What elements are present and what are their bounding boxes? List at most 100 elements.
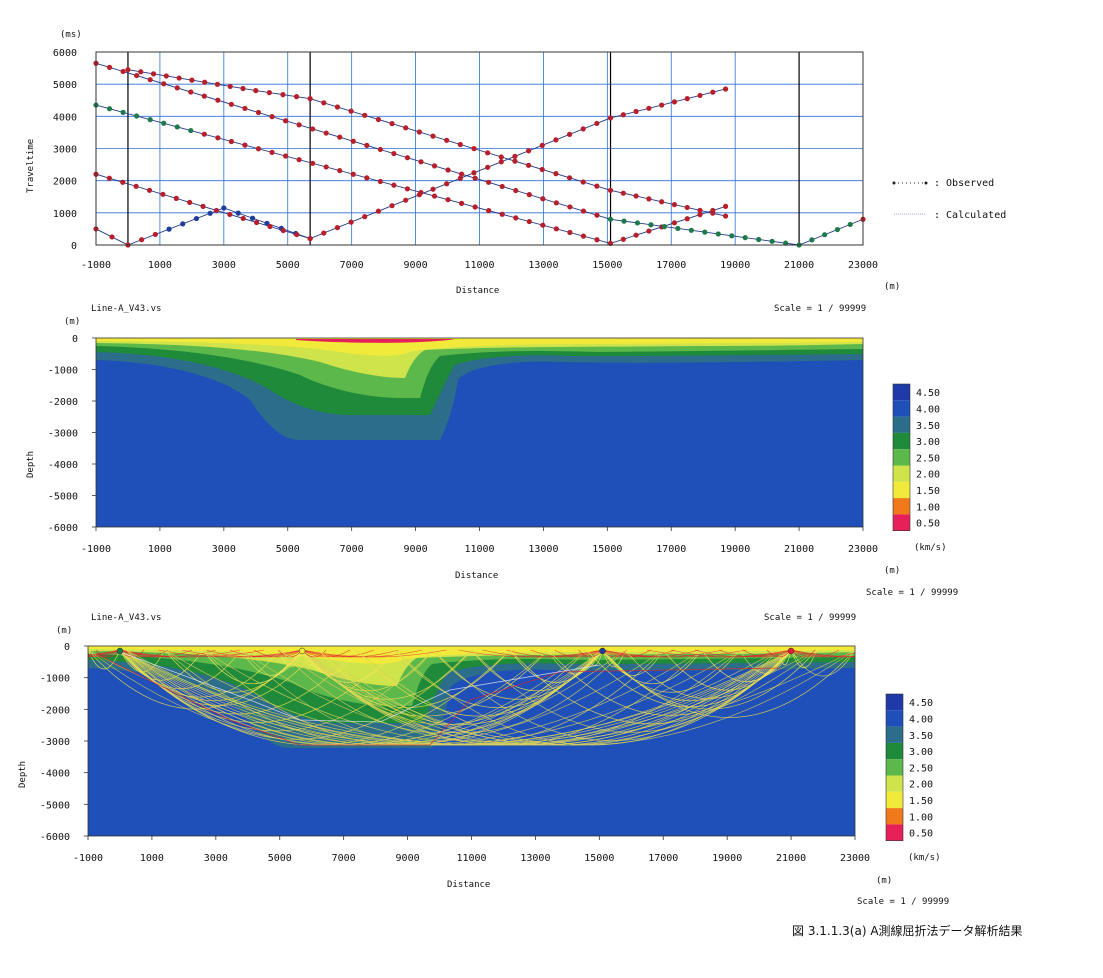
observed-point <box>458 171 465 177</box>
observed-point <box>697 207 703 213</box>
observed-point <box>834 226 841 233</box>
traveltime-shot-lines <box>127 52 800 245</box>
observed-point <box>269 149 275 155</box>
x-tick-label: 5000 <box>276 260 300 271</box>
observed-point <box>266 90 272 96</box>
observed-point <box>404 186 411 192</box>
observed-point <box>566 175 573 181</box>
observed-point <box>120 68 126 75</box>
observed-point <box>235 210 241 216</box>
colorbar-label: 1.50 <box>916 486 940 497</box>
y-tick-label: 5000 <box>53 80 77 91</box>
observed-point <box>109 234 115 240</box>
traveltime-series <box>93 60 866 248</box>
colorbar-swatch <box>893 432 910 450</box>
ray-path-shallow <box>88 649 121 656</box>
ray-trace-panel: Line-A_V43.vs Scale = 1 / 99999 (m) -100… <box>18 613 949 907</box>
observed-point <box>253 219 260 226</box>
x-tick-label: -1000 <box>81 544 111 555</box>
observed-point <box>389 121 395 127</box>
colorbar-label: 3.50 <box>909 731 933 742</box>
observed-point <box>769 238 775 244</box>
observed-point <box>249 215 256 221</box>
y-tick-label: -4000 <box>48 460 78 471</box>
colorbar-swatch <box>886 791 903 809</box>
observed-point <box>334 104 341 110</box>
observed-point <box>201 93 207 99</box>
observed-point <box>648 222 654 228</box>
colorbar-label: 0.50 <box>916 519 940 530</box>
ray-path <box>624 649 792 699</box>
observed-point <box>471 146 477 152</box>
x-tick-label: -1000 <box>73 853 103 864</box>
observed-point <box>139 237 145 243</box>
ray-trace-x-label: Distance <box>447 880 490 890</box>
observed-point <box>633 232 639 238</box>
y-tick-label: -3000 <box>40 737 70 748</box>
observed-point <box>580 208 587 214</box>
colorbar-label: 3.50 <box>916 421 940 432</box>
ray-path <box>88 649 121 670</box>
ray-path <box>602 649 664 676</box>
ray-path <box>317 649 792 746</box>
ray-trace-x-ticks: -1000 1000 3000 5000 7000 9000 11000 13000 15000… <box>73 836 870 864</box>
velocity-model-colorbar: 4.50 4.00 3.50 3.00 2.50 2.00 1.50 1.00 0.50 <box>892 383 940 531</box>
y-tick-label: -1000 <box>40 674 70 685</box>
x-tick-label: 11000 <box>456 853 486 864</box>
velocity-model-scale: Scale = 1 / 99999 <box>774 304 866 314</box>
x-tick-label: 19000 <box>720 260 750 271</box>
observed-point <box>176 75 182 81</box>
observed-point <box>200 203 206 209</box>
velocity-model-x-ticks: -1000 1000 3000 5000 7000 9000 11000 13000 15000… <box>81 527 878 555</box>
velocity-model-y-label: Depth <box>26 451 36 478</box>
observed-point <box>512 158 518 164</box>
observed-point <box>430 186 436 192</box>
colorbar-label: 1.50 <box>909 796 933 807</box>
ray-path <box>164 649 303 693</box>
observed-point <box>620 236 626 242</box>
observed-point <box>729 233 735 239</box>
legend-calculated-label: : Calculated <box>934 210 1006 221</box>
ray-path <box>301 649 396 683</box>
observed-point <box>163 73 169 79</box>
observed-point <box>646 228 652 234</box>
observed-point <box>146 187 153 193</box>
velocity-layer-1.5 <box>96 338 863 356</box>
observed-point <box>671 202 678 208</box>
observed-point <box>403 125 409 131</box>
y-tick-label: -6000 <box>48 523 78 534</box>
observed-point <box>375 116 381 123</box>
observed-point <box>457 175 463 181</box>
observed-point <box>620 190 626 196</box>
ray-path <box>509 649 603 683</box>
colorbar-label: 3.00 <box>909 747 933 758</box>
observed-point <box>715 231 721 237</box>
traveltime-x-ticks: -1000 1000 3000 5000 7000 9000 11000 13000 15000… <box>81 260 878 271</box>
observed-point <box>486 179 492 185</box>
ray-path <box>602 649 855 718</box>
source-marker <box>787 647 795 655</box>
ray-trace-x-unit: (m) <box>876 876 892 886</box>
observed-point <box>321 230 327 236</box>
observed-point <box>362 214 368 220</box>
observed-point <box>702 229 708 235</box>
observed-point <box>646 105 652 111</box>
observed-point <box>174 85 180 91</box>
observed-point <box>253 88 259 94</box>
y-tick-label: 0 <box>72 334 78 345</box>
observed-point <box>404 155 411 161</box>
observed-point <box>221 205 227 211</box>
y-tick-label: -5000 <box>40 800 70 811</box>
observed-point <box>458 200 465 206</box>
ray-path-shallow <box>790 649 840 658</box>
x-tick-label: 13000 <box>528 544 558 555</box>
x-tick-label: 7000 <box>340 260 364 271</box>
observed-point <box>607 216 614 222</box>
y-tick-label: -2000 <box>48 397 78 408</box>
ray-trace-field <box>88 646 855 836</box>
observed-point <box>280 227 286 234</box>
observed-point <box>377 178 383 185</box>
ray-trace-colorbar: 4.50 4.00 3.50 3.00 2.50 2.00 1.50 1.00 0.50 <box>885 693 933 841</box>
velocity-model-y-unit: (m) <box>64 317 80 327</box>
ray-path-shallow <box>230 649 303 658</box>
